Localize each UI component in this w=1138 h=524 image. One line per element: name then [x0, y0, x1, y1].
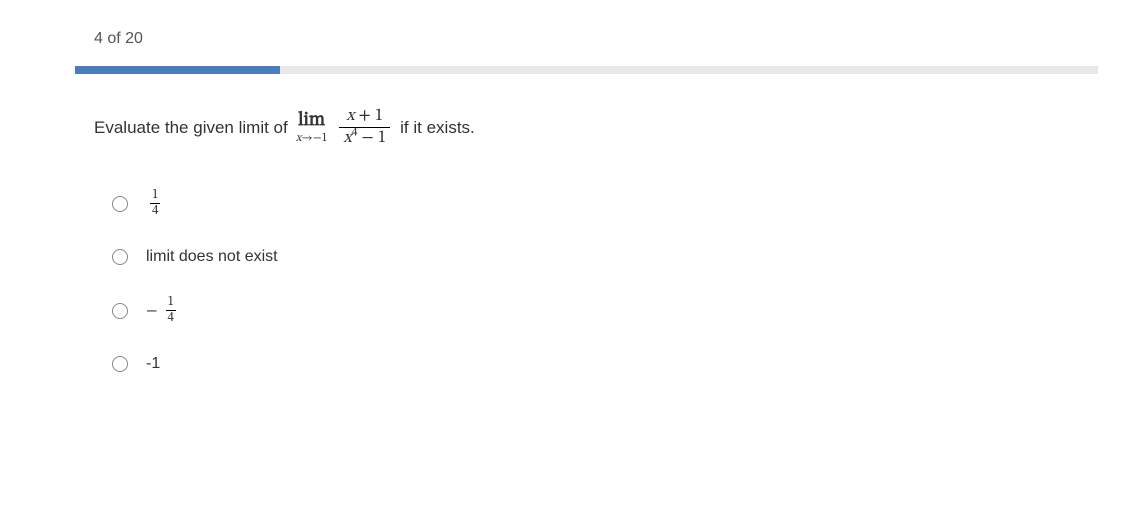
question-area: Evaluate the given limit of lim x→−1 x +… — [0, 74, 1138, 373]
option-1-label: limit does not exist — [146, 248, 278, 266]
radio-icon[interactable] — [112, 249, 128, 265]
progress-counter-text: 4 of 20 — [94, 30, 143, 47]
limit-fraction: x + 1 x4 − 1 — [339, 108, 390, 147]
option-3-label: -1 — [146, 355, 160, 373]
option-0[interactable]: 1 4 — [112, 189, 1138, 218]
option-2-den: 4 — [166, 310, 176, 325]
radio-icon[interactable] — [112, 196, 128, 212]
progress-bar-track — [75, 66, 1098, 74]
option-2[interactable]: − 1 4 — [112, 296, 1138, 325]
option-0-fraction: 1 4 — [150, 189, 160, 218]
option-2-num: 1 — [166, 296, 176, 310]
question-text: Evaluate the given limit of lim x→−1 x +… — [94, 108, 1138, 147]
option-2-sign: − — [146, 301, 158, 321]
option-2-label: − 1 4 — [146, 296, 180, 325]
option-0-den: 4 — [150, 203, 160, 218]
question-suffix: if it exists. — [400, 118, 475, 138]
option-1[interactable]: limit does not exist — [112, 248, 1138, 266]
progress-bar-fill — [75, 66, 280, 74]
progress-counter: 4 of 20 — [0, 0, 1138, 66]
option-0-num: 1 — [150, 189, 160, 203]
option-2-fraction: 1 4 — [166, 296, 176, 325]
option-0-label: 1 4 — [146, 189, 164, 218]
limit-operator: lim x→−1 — [296, 111, 328, 144]
denominator-tail: − 1 — [357, 130, 386, 147]
options-list: 1 4 limit does not exist − 1 4 -1 — [94, 189, 1138, 373]
limit-subscript: x→−1 — [296, 132, 328, 144]
radio-icon[interactable] — [112, 303, 128, 319]
radio-icon[interactable] — [112, 356, 128, 372]
question-prefix: Evaluate the given limit of — [94, 118, 288, 138]
option-3[interactable]: -1 — [112, 355, 1138, 373]
limit-label: lim — [298, 111, 325, 130]
fraction-denominator: x4 − 1 — [339, 127, 390, 147]
fraction-numerator: x + 1 — [342, 108, 387, 127]
